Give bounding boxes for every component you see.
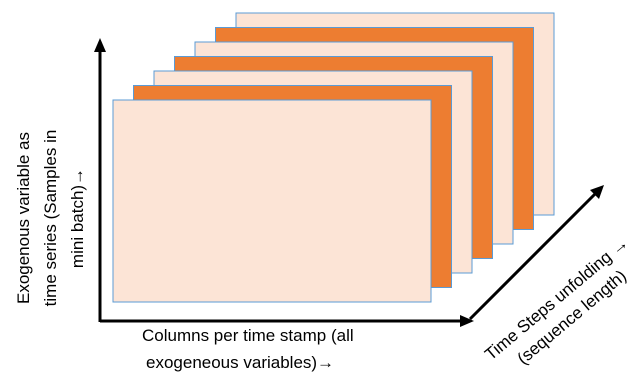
z-axis [468, 185, 604, 321]
y-axis-label-line-1: Exogenous variable as [14, 132, 33, 305]
diagonal-arrow-icon [590, 185, 604, 199]
sheet-1 [112, 99, 432, 303]
x-axis-label: Columns per time stamp (all exogeneous v… [142, 322, 354, 376]
x-axis-label-line-2: exogeneous variables)→ [146, 353, 335, 372]
x-axis-label-line-1: Columns per time stamp (all [142, 326, 354, 345]
y-axis-label-line-3: mini batch)→ [68, 167, 87, 269]
sheet-stack [112, 12, 555, 303]
z-axis-line [468, 191, 598, 321]
y-axis-label-line-2: time series (Samples in [41, 129, 60, 307]
up-arrow-icon [94, 38, 106, 52]
data-cube-diagram [94, 12, 604, 327]
y-axis [94, 38, 106, 322]
y-axis-label: Exogenous variable as time series (Sampl… [10, 88, 94, 348]
right-arrow-icon [460, 315, 474, 327]
x-axis [100, 315, 474, 327]
